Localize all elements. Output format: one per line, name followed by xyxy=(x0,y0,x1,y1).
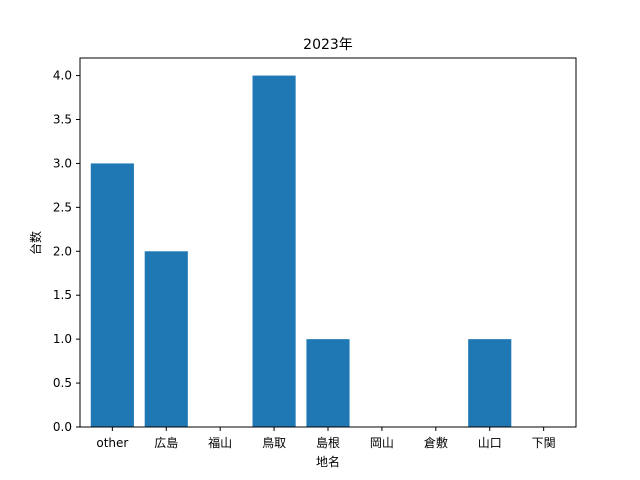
bars-group xyxy=(90,75,512,427)
x-tick-label-1: 広島 xyxy=(154,435,178,450)
y-axis-label: 台数 xyxy=(28,231,43,255)
x-tick-label-3: 鳥取 xyxy=(262,435,286,450)
y-tick-label-2: 1.0 xyxy=(53,332,72,346)
y-tick-label-4: 2.0 xyxy=(53,244,72,258)
x-tick-label-8: 下関 xyxy=(532,436,556,450)
bar-0 xyxy=(90,163,134,427)
x-tick-label-7: 山口 xyxy=(478,436,502,450)
chart-title: 2023年 xyxy=(303,37,353,53)
plot-frame xyxy=(79,57,577,428)
y-axis-ticks: 0.0 0.5 1.0 1.5 2.0 2.5 3.0 3.5 4.0 xyxy=(53,69,80,434)
y-tick-label-5: 2.5 xyxy=(53,200,72,214)
bar-7 xyxy=(468,339,512,427)
x-tick-label-4: 島根 xyxy=(316,435,340,450)
bar-3 xyxy=(252,75,296,427)
y-tick-label-7: 3.5 xyxy=(53,113,72,127)
y-tick-label-6: 3.0 xyxy=(53,156,72,170)
y-tick-label-1: 0.5 xyxy=(53,376,72,390)
x-axis-ticks: other 広島 福山 鳥取 島根 岡山 倉敷 山口 下関 xyxy=(96,427,556,450)
x-tick-label-6: 倉敷 xyxy=(424,435,448,450)
x-tick-label-2: 福山 xyxy=(208,435,232,450)
y-tick-label-8: 4.0 xyxy=(53,69,72,83)
x-axis-label: 地名 xyxy=(316,454,340,469)
x-tick-label-5: 岡山 xyxy=(370,436,394,450)
y-tick-label-3: 1.5 xyxy=(53,288,72,302)
bar-1 xyxy=(144,251,188,427)
y-tick-label-0: 0.0 xyxy=(53,420,72,434)
x-tick-label-0: other xyxy=(96,436,128,450)
bar-4 xyxy=(306,339,350,427)
